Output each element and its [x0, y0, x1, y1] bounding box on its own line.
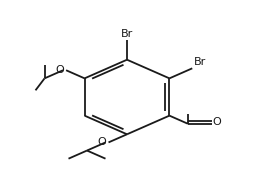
Text: O: O [55, 65, 64, 75]
Text: O: O [98, 137, 106, 147]
Text: Br: Br [194, 57, 207, 67]
Text: Br: Br [121, 29, 133, 39]
Text: O: O [213, 117, 221, 127]
